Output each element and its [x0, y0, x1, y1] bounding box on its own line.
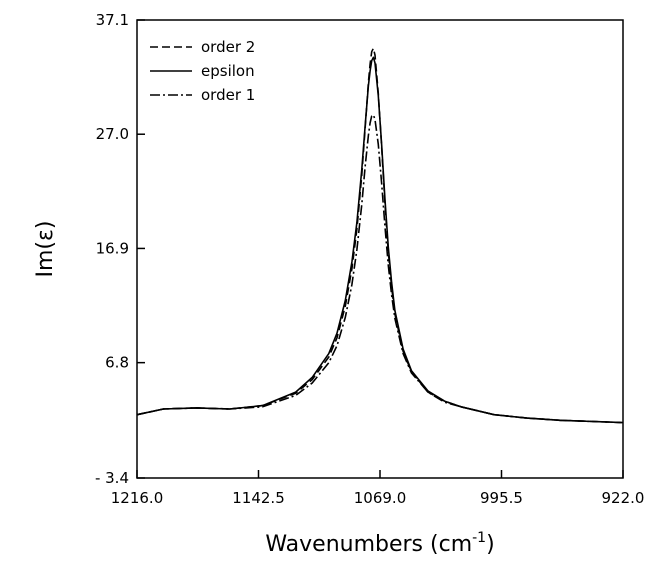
series-order-1	[136, 114, 624, 424]
x-tick-label: 1216.0	[111, 489, 164, 507]
y-tick-label: - 3.4	[95, 469, 129, 487]
series-order-2	[136, 47, 624, 424]
y-tick-label: 37.1	[96, 11, 129, 29]
x-tick-label: 922.0	[602, 489, 645, 507]
x-tick-label: 1142.5	[232, 489, 285, 507]
legend-label: epsilon	[201, 62, 255, 80]
legend-label: order 1	[201, 86, 255, 104]
x-axis-ticks: 1216.0 1142.5 1069.0 995.5 922.0	[111, 470, 645, 507]
y-tick-label: 27.0	[96, 125, 129, 143]
series-layer	[136, 47, 624, 424]
legend-label: order 2	[201, 38, 255, 56]
series-epsilon	[136, 56, 624, 424]
x-tick-label: 995.5	[480, 489, 523, 507]
legend: order 2 epsilon order 1	[150, 38, 255, 104]
x-axis-title-main: Wavenumbers (cm	[265, 532, 472, 557]
plot-frame	[136, 19, 624, 479]
y-axis-ticks: - 3.4 6.8 16.9 27.0 37.1	[95, 11, 145, 487]
y-tick-label: 6.8	[105, 354, 129, 372]
x-axis-title: Wavenumbers (cm-1)	[265, 530, 494, 557]
x-axis-title-sup: -1	[472, 530, 486, 546]
x-tick-label: 1069.0	[354, 489, 407, 507]
y-axis-title: Im(ε)	[33, 221, 58, 278]
y-tick-label: 16.9	[96, 239, 129, 257]
x-axis-title-close: )	[486, 532, 495, 557]
